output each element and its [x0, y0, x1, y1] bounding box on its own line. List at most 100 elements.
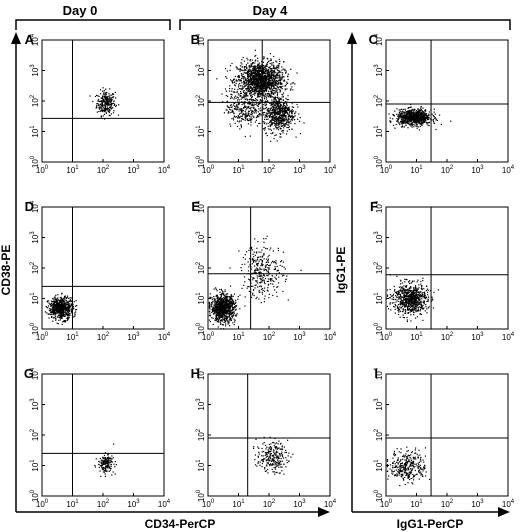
event-dot — [425, 117, 427, 120]
event-dot — [271, 96, 273, 98]
event-dot — [105, 96, 107, 98]
event-dot — [239, 83, 241, 85]
event-dot — [263, 104, 265, 106]
event-dot — [284, 69, 286, 72]
event-dot — [250, 106, 252, 108]
event-dot — [398, 116, 400, 118]
event-dot — [267, 118, 269, 120]
event-dot — [295, 136, 297, 138]
event-dot — [249, 65, 252, 67]
event-dot — [254, 68, 256, 70]
event-dot — [221, 290, 223, 292]
event-dot — [270, 58, 272, 60]
event-dot — [264, 75, 266, 77]
event-dot — [402, 121, 404, 123]
event-dot — [63, 311, 65, 314]
event-dot — [61, 302, 64, 304]
event-dot — [104, 101, 106, 103]
event-dot — [403, 117, 405, 119]
event-dot — [246, 89, 248, 91]
event-dot — [277, 112, 279, 115]
event-dot — [406, 116, 408, 118]
event-dot — [227, 321, 229, 323]
event-dot — [225, 313, 227, 315]
event-dot — [242, 96, 244, 98]
event-dot — [276, 104, 278, 106]
event-dot — [112, 112, 115, 114]
event-dot — [254, 55, 256, 57]
event-dot — [228, 111, 230, 113]
event-dot — [226, 316, 228, 318]
event-dot — [252, 68, 254, 70]
event-dot — [59, 299, 61, 301]
event-dot — [223, 310, 225, 312]
event-dot — [279, 80, 282, 82]
event-dot — [222, 312, 224, 314]
y-tick-label: 102 — [30, 261, 40, 274]
event-dot — [265, 65, 267, 67]
event-dot — [234, 305, 236, 308]
event-dot — [406, 114, 408, 116]
event-dot — [248, 120, 250, 122]
event-dot — [253, 104, 255, 107]
event-dot — [236, 90, 238, 92]
event-dot — [277, 105, 279, 107]
event-dot — [259, 77, 261, 79]
event-dot — [238, 102, 240, 104]
event-dot — [61, 300, 63, 302]
event-dot — [278, 100, 280, 103]
event-dot — [417, 117, 419, 119]
event-dot — [226, 311, 228, 313]
event-dot — [62, 321, 64, 323]
event-dot — [283, 110, 285, 112]
event-dot — [414, 119, 416, 121]
event-dot — [284, 125, 286, 127]
event-dot — [262, 100, 264, 102]
event-dot — [411, 113, 413, 115]
event-dot — [68, 297, 70, 299]
event-dot — [266, 65, 268, 67]
event-dot — [273, 66, 275, 68]
event-dot — [65, 308, 67, 310]
event-dot — [249, 98, 251, 100]
event-dot — [218, 304, 220, 307]
event-dot — [274, 112, 276, 114]
event-dot — [107, 103, 109, 105]
event-dot — [243, 86, 245, 88]
event-dot — [245, 72, 247, 74]
event-dot — [254, 84, 256, 86]
event-dot — [75, 300, 77, 302]
event-dot — [209, 293, 211, 295]
event-dot — [70, 308, 72, 310]
event-dot — [280, 122, 282, 124]
event-dot — [65, 304, 67, 306]
event-dot — [262, 69, 264, 71]
event-dot — [220, 311, 222, 313]
event-dot — [245, 93, 247, 95]
event-dot — [286, 126, 288, 129]
event-dot — [59, 307, 61, 309]
event-dot — [223, 301, 225, 303]
event-dot — [262, 65, 264, 67]
event-dot — [66, 317, 68, 319]
event-dot — [234, 105, 236, 107]
event-dot — [255, 87, 257, 89]
event-dot — [244, 106, 246, 108]
event-dot — [273, 106, 275, 109]
event-dot — [283, 103, 285, 106]
event-dot — [417, 119, 419, 121]
event-dot — [224, 297, 227, 299]
event-dot — [240, 72, 242, 75]
event-dot — [76, 305, 78, 307]
event-dot — [102, 104, 104, 106]
event-dot — [397, 114, 399, 116]
event-dot — [56, 306, 59, 308]
event-dot — [393, 115, 395, 117]
x-tick-label: 103 — [293, 165, 306, 175]
event-dot — [67, 304, 69, 306]
event-dot — [222, 308, 224, 311]
event-dot — [225, 315, 227, 317]
event-dot — [211, 298, 213, 300]
event-dot — [279, 60, 281, 62]
event-dot — [285, 70, 287, 72]
